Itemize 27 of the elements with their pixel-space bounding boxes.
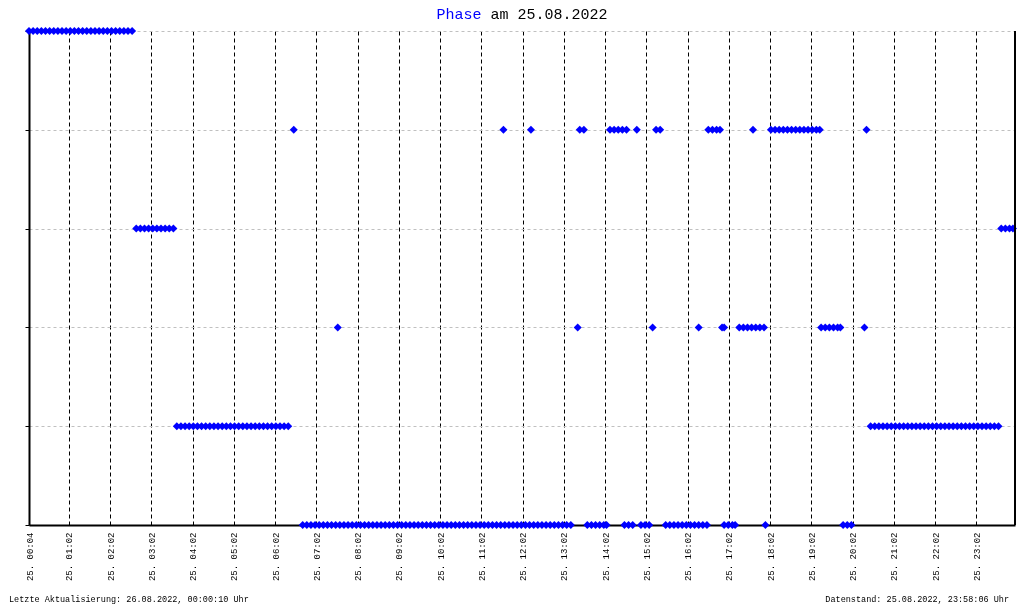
text: Letzte Aktualisierung: 26.08.2022, 00:00:10 Uhr — [9, 595, 249, 605]
x-tick-label: 25. 07:02 — [312, 532, 323, 582]
x-tick-label: 25. 22:02 — [931, 532, 942, 582]
x-tick-label: 25. 12:02 — [519, 532, 530, 582]
x-tick-label: 25. 21:02 — [890, 532, 901, 582]
x-tick-label: 25. 17:02 — [725, 532, 736, 582]
x-tick-label: 25. 10:02 — [436, 532, 447, 582]
x-tick-label: 25. 16:02 — [684, 532, 695, 582]
x-tick-label: 25. 06:02 — [271, 532, 282, 582]
x-tick-label: 25. 18:02 — [766, 532, 777, 582]
x-tick-label: 25. 02:02 — [106, 532, 117, 582]
x-tick-label: 25. 13:02 — [560, 532, 571, 582]
x-tick-label: 25. 04:02 — [189, 532, 200, 582]
x-tick-label: 25. 05:02 — [230, 532, 241, 582]
text: Datenstand: 25.08.2022, 23:58:06 Uhr — [825, 595, 1009, 605]
x-tick-label: 25. 19:02 — [807, 532, 818, 582]
x-tick-label: 25. 20:02 — [849, 532, 860, 582]
x-tick-label: 25. 15:02 — [642, 532, 653, 582]
x-tick-label: 25. 00:04 — [25, 532, 36, 582]
chart-title: Phase am 25.08.2022 — [436, 7, 608, 24]
x-tick-label: 25. 23:02 — [973, 532, 983, 582]
x-tick-label: 25. 01:02 — [65, 532, 76, 582]
x-tick-label: 25. 11:02 — [477, 532, 488, 582]
x-tick-label: 25. 08:02 — [354, 532, 365, 582]
x-tick-label: 25. 14:02 — [601, 532, 612, 582]
x-tick-label: 25. 09:02 — [395, 532, 406, 582]
x-tick-label: 25. 03:02 — [147, 532, 158, 582]
